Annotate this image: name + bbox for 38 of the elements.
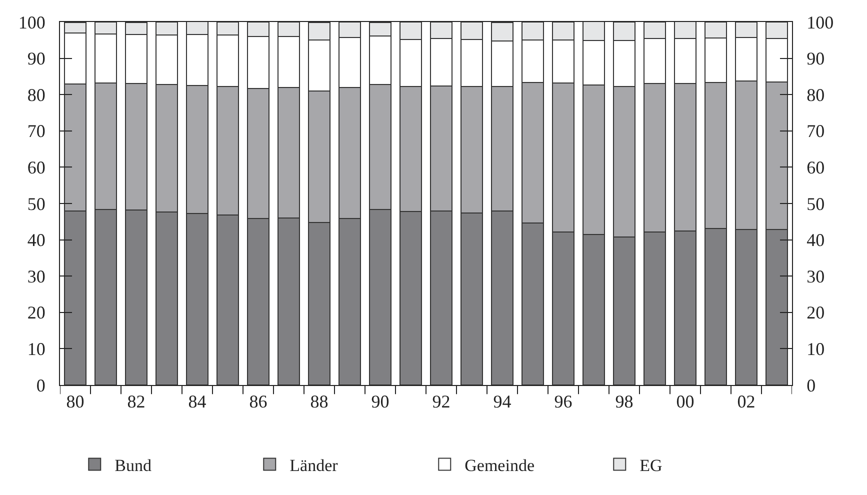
- x-tick-label: 90: [371, 392, 390, 412]
- x-tick-label: 80: [66, 392, 84, 412]
- x-tick-label: 82: [127, 392, 146, 412]
- y-tick-label: 0: [36, 375, 46, 396]
- y2-tick-label: 10: [806, 339, 825, 359]
- x-tick-label: 92: [432, 392, 450, 412]
- y-tick-label: 20: [27, 302, 46, 323]
- x-tick-label: 88: [310, 392, 328, 412]
- legend-label: Länder: [290, 456, 338, 475]
- y2-tick-label: 30: [806, 266, 825, 286]
- legend-label: EG: [640, 456, 662, 475]
- y2-tick-label: 20: [806, 302, 825, 323]
- y-tick-label: 90: [27, 48, 46, 69]
- y-tick-label: 40: [27, 230, 46, 250]
- y2-tick-label: 70: [806, 121, 825, 142]
- x-tick-label: 98: [615, 392, 634, 412]
- y2-tick-label: 0: [806, 375, 816, 396]
- y-tick-label: 10: [27, 339, 46, 359]
- y2-tick-label: 80: [806, 84, 825, 105]
- y-tick-label: 70: [27, 121, 46, 142]
- x-tick-label: 00: [676, 392, 694, 412]
- y-tick-label: 60: [27, 158, 46, 178]
- y2-tick-label: 40: [806, 230, 825, 250]
- y-tick-label: 80: [27, 84, 46, 105]
- y2-tick-label: 90: [806, 48, 825, 69]
- y-tick-label: 30: [27, 266, 46, 286]
- y2-tick-label: 100: [806, 12, 834, 32]
- x-tick-label: 86: [249, 392, 268, 412]
- legend-label: Gemeinde: [464, 456, 534, 475]
- x-tick-label: 02: [737, 392, 756, 412]
- x-tick-label: 96: [554, 392, 572, 412]
- x-tick-label: 94: [493, 392, 512, 412]
- y2-tick-label: 50: [806, 194, 825, 214]
- y-tick-label: 50: [27, 194, 46, 214]
- y-tick-label: 100: [18, 12, 46, 32]
- y2-tick-label: 60: [806, 158, 825, 178]
- legend-label: Bund: [114, 456, 152, 475]
- x-tick-label: 84: [188, 392, 206, 412]
